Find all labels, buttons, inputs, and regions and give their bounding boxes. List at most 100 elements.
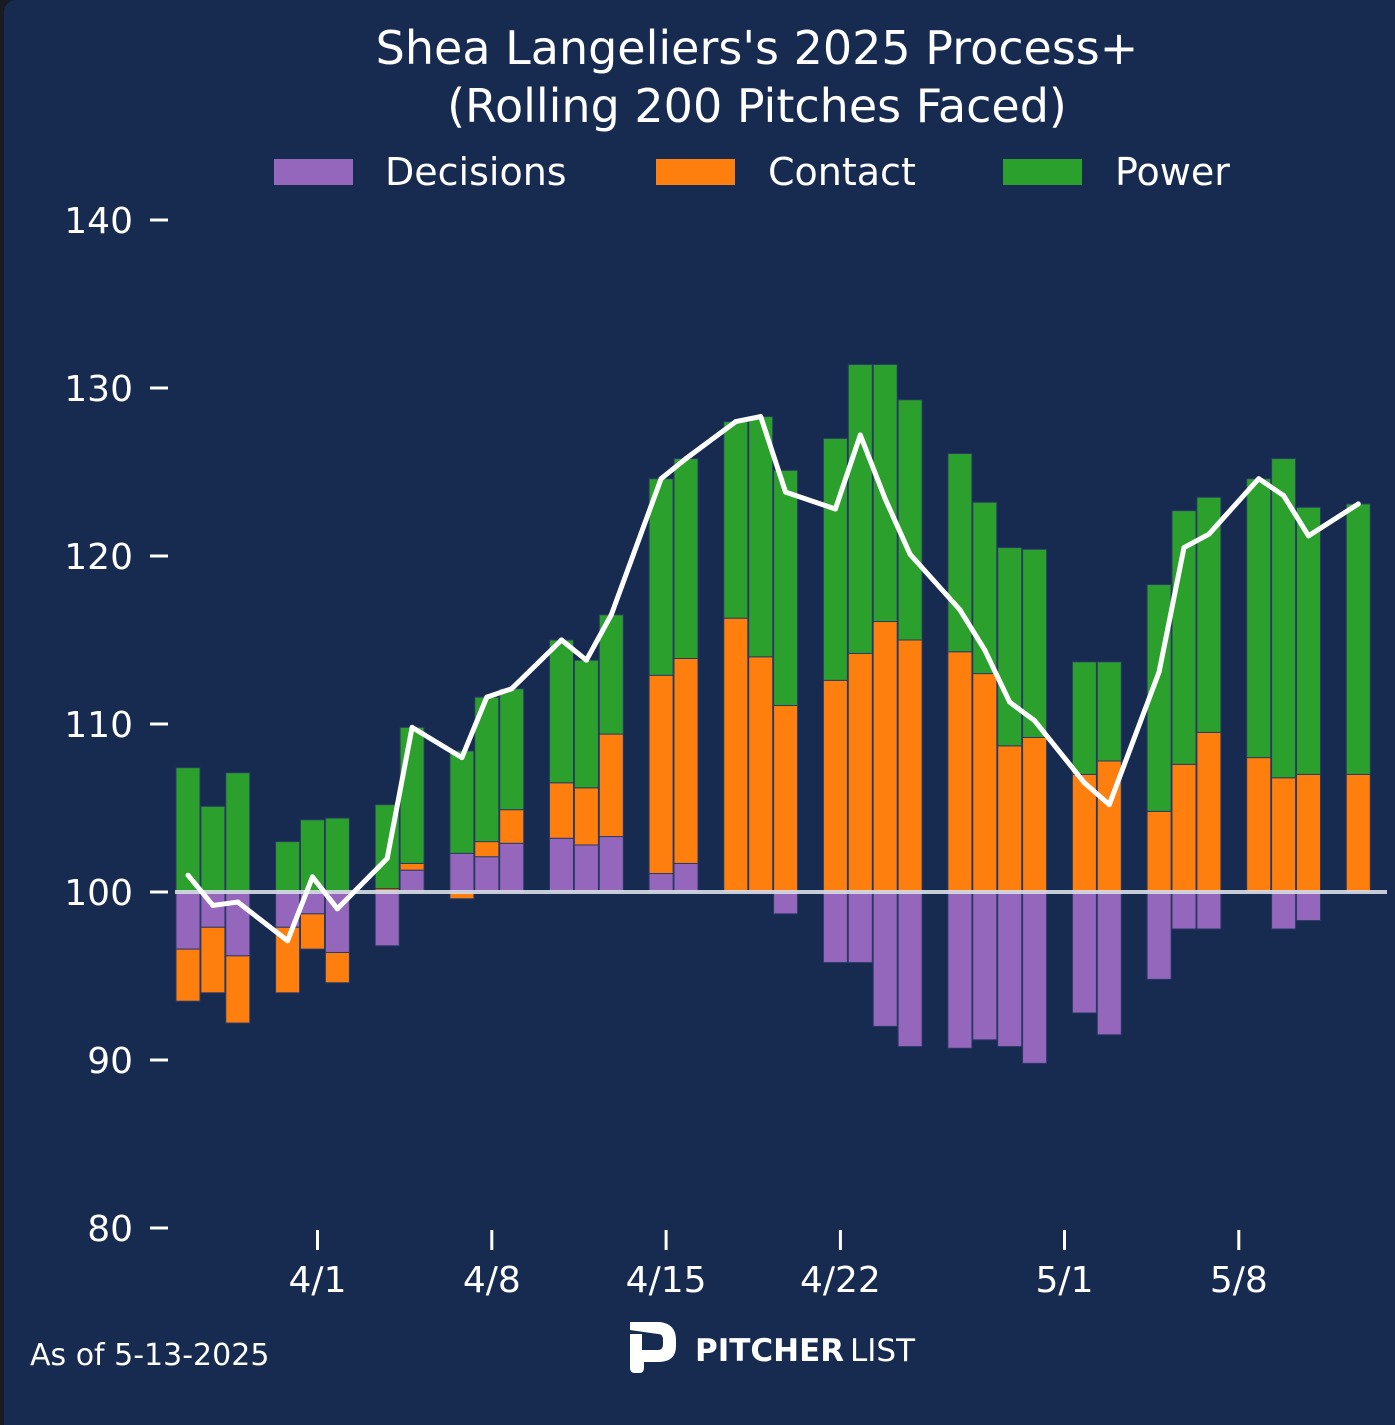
- bar-contact: [175, 948, 201, 1002]
- bar-power: [723, 421, 749, 619]
- bar-power: [972, 501, 998, 675]
- legend: Decisions Contact Power: [274, 150, 1230, 194]
- line-point: [608, 612, 614, 618]
- bar-group-3-28: [200, 805, 226, 994]
- x-axis: 4/1 4/8 4/15 4/22 5/1 5/8: [289, 1230, 1268, 1301]
- bar-contact: [399, 862, 425, 871]
- bar-decisions: [374, 891, 400, 947]
- bar-contact: [822, 679, 848, 893]
- bar-power: [549, 639, 574, 784]
- bar-contact: [474, 841, 500, 858]
- bar-decisions: [673, 862, 699, 893]
- bar-group-4-8: [474, 696, 500, 893]
- bar-power: [673, 458, 699, 659]
- bar-contact: [1071, 773, 1097, 893]
- bar-contact: [549, 782, 574, 839]
- bar-group-5-5: [1146, 584, 1172, 980]
- line-point: [982, 647, 988, 653]
- bar-contact: [1246, 757, 1272, 893]
- bar-power: [897, 399, 923, 641]
- legend-swatch-contact: [656, 159, 735, 185]
- bar-contact: [748, 656, 774, 893]
- bar-group-5-10: [1271, 458, 1297, 930]
- bar-contact: [1296, 773, 1321, 893]
- line-point: [559, 637, 564, 643]
- bar-decisions: [1022, 891, 1048, 1064]
- line-point: [907, 551, 913, 557]
- line-point: [1007, 699, 1013, 705]
- x-tick-label: 5/1: [1036, 1260, 1094, 1301]
- bar-group-5-11: [1296, 506, 1321, 922]
- bar-power: [822, 437, 848, 681]
- bar-power: [324, 817, 350, 893]
- bar-decisions: [399, 869, 425, 893]
- bar-group-3-27: [175, 767, 201, 1002]
- line-point: [1081, 780, 1087, 786]
- bar-group-4-5: [399, 726, 425, 893]
- bar-group-3-29: [225, 772, 251, 1024]
- bar-group-4-16: [673, 458, 699, 893]
- bar-contact: [1171, 763, 1197, 893]
- bar-contact: [997, 745, 1023, 893]
- bar-group-4-18: [723, 421, 749, 893]
- legend-swatch-power: [1003, 159, 1082, 185]
- bar-decisions: [773, 891, 799, 915]
- line-point: [658, 476, 664, 482]
- logo-text-list: LIST: [850, 1333, 916, 1369]
- bar-group-4-30: [1022, 548, 1048, 1064]
- bar-contact: [1022, 736, 1048, 893]
- bar-group-4-29: [997, 547, 1023, 1048]
- line-point: [1206, 531, 1212, 537]
- bar-power: [997, 547, 1023, 747]
- bar-group-5-7: [1196, 496, 1222, 930]
- bar-power: [1096, 661, 1122, 762]
- bar-contact: [872, 621, 898, 893]
- line-point: [683, 456, 689, 462]
- bar-contact: [200, 926, 226, 994]
- pitcherlist-p-icon: [630, 1322, 676, 1373]
- line-point: [509, 686, 515, 692]
- bar-decisions: [897, 891, 923, 1048]
- legend-label-decisions: Decisions: [385, 150, 567, 194]
- bar-group-4-9: [499, 688, 525, 893]
- bar-group-4-27: [947, 453, 973, 1049]
- line-point: [1256, 476, 1262, 482]
- bar-group-4-19: [748, 416, 774, 895]
- bar-contact: [598, 733, 624, 838]
- bars: [175, 363, 1371, 1064]
- bar-group-5-3: [1096, 661, 1122, 1036]
- bar-decisions: [1171, 891, 1197, 930]
- bar-decisions: [997, 891, 1023, 1048]
- bar-power: [225, 772, 251, 893]
- bar-group-4-12: [573, 659, 599, 893]
- bar-decisions: [474, 856, 500, 893]
- bar-power: [1246, 478, 1272, 759]
- bar-contact: [648, 674, 674, 875]
- legend-label-power: Power: [1115, 150, 1230, 194]
- line-point: [334, 906, 340, 912]
- bar-decisions: [1096, 891, 1122, 1036]
- line-point: [583, 657, 589, 663]
- bar-decisions: [972, 891, 998, 1041]
- line-point: [1306, 533, 1311, 539]
- line-point: [1106, 802, 1112, 808]
- x-tick-label: 4/15: [626, 1260, 707, 1301]
- line-point: [235, 899, 241, 905]
- bar-decisions: [947, 891, 973, 1049]
- bar-contact: [897, 639, 923, 893]
- y-tick-label: 130: [64, 369, 133, 410]
- bar-power: [748, 416, 774, 658]
- bar-contact: [947, 651, 973, 893]
- line-point: [409, 724, 415, 730]
- line-point: [1355, 501, 1361, 507]
- bar-group-4-11: [549, 639, 574, 893]
- bar-group-4-13: [598, 614, 624, 893]
- chart-title: Shea Langeliers's 2025 Process+: [376, 21, 1139, 75]
- y-tick-label: 100: [64, 873, 133, 914]
- bar-decisions: [1271, 891, 1297, 930]
- line-point: [484, 694, 490, 700]
- bar-group-5-9: [1246, 478, 1272, 893]
- chart-subtitle: (Rolling 200 Pitches Faced): [447, 79, 1067, 133]
- legend-label-contact: Contact: [768, 150, 916, 194]
